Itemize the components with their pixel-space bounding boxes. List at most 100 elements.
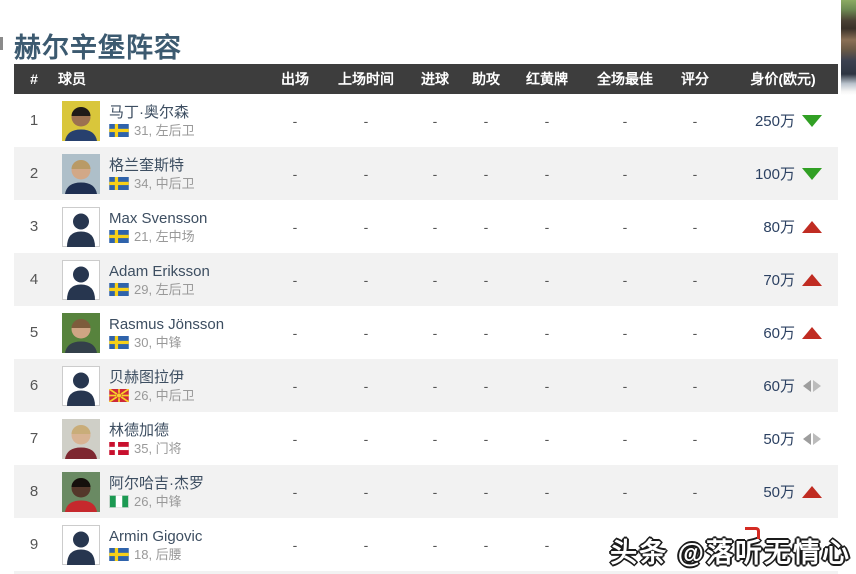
player-photo[interactable] [62,418,100,459]
player-name-link[interactable]: Adam Eriksson [109,262,210,280]
stat-motm: - [622,430,628,447]
table-row[interactable]: 2 格兰奎斯特 34, 中后卫 - - - - - - - 100万 [14,147,838,200]
player-photo[interactable] [62,312,100,353]
flag-sweden-icon [109,230,129,243]
column-header-rank[interactable]: # [30,71,38,87]
market-value-cell: 100万 [728,163,838,184]
player-name-link[interactable]: 贝赫图拉伊 [109,368,185,386]
player-cell: Adam Eriksson 29, 左后卫 [54,259,262,300]
player-subline: 31, 左后卫 [109,123,195,138]
placeholder-avatar-icon[interactable] [62,365,100,406]
player-age-position: 35, 门将 [134,440,182,456]
player-cell: 贝赫图拉伊 26, 中后卫 [54,365,262,406]
page-title: 赫尔辛堡阵容 [14,33,182,64]
player-info: Adam Eriksson 29, 左后卫 [109,263,210,297]
trend-up-icon [802,220,822,233]
stat-assists: - [483,536,489,553]
placeholder-avatar-icon[interactable] [62,206,100,247]
player-info: Max Svensson 21, 左中场 [109,210,207,244]
player-age-position: 21, 左中场 [134,228,195,244]
column-header-appearances[interactable]: 出场 [281,71,309,87]
stat-motm: - [622,271,628,288]
player-photo[interactable] [62,100,100,141]
stat-goals: - [432,165,438,182]
stat-minutes: - [363,165,369,182]
market-value: 50万 [763,484,795,501]
table-row[interactable]: 4 Adam Eriksson 29, 左后卫 - - - - - - - 70万 [14,253,838,306]
table-row[interactable]: 1 马丁·奥尔森 31, 左后卫 - - - - - - - 250万 [14,94,838,147]
adjacent-photo-sliver [841,0,856,95]
stat-minutes: - [363,536,369,553]
player-subline: 29, 左后卫 [109,281,210,297]
stat-goals: - [432,324,438,341]
stat-motm: - [622,324,628,341]
stat-assists: - [483,218,489,235]
market-value-cell: 80万 [728,216,838,237]
stat-rating: - [692,536,698,553]
trend-down-icon [802,167,822,180]
stat-cards: - [544,112,550,129]
market-value: 70万 [763,272,795,289]
market-value-cell: 70万 [728,269,838,290]
column-header-player[interactable]: 球员 [58,71,86,87]
stat-goals: - [432,377,438,394]
player-name-link[interactable]: Max Svensson [109,209,208,227]
table-row[interactable]: 8 阿尔哈吉·杰罗 26, 中锋 - - - - - - - 50万 [14,465,838,518]
table-row[interactable]: 7 林德加德 35, 门将 - - - - - - - 50万 [14,412,838,465]
player-name-link[interactable]: Armin Gigovic [109,527,203,545]
stat-appearances: - [292,165,298,182]
player-info: 贝赫图拉伊 26, 中后卫 [109,369,195,403]
flag-macedonia-icon [109,389,129,402]
market-value: 80万 [763,219,795,236]
table-row[interactable]: 5 Rasmus Jönsson 30, 中锋 - - - - - - - 60万 [14,306,838,359]
column-header-motm[interactable]: 全场最佳 [597,71,653,87]
column-header-assists[interactable]: 助攻 [472,71,500,87]
player-subline: 26, 中后卫 [109,388,195,403]
table-row[interactable]: 6 贝赫图拉伊 26, 中后卫 - - - - - - - 60万 [14,359,838,412]
player-info: Armin Gigovic 18, 后腰 [109,528,202,562]
player-cell: Armin Gigovic 18, 后腰 [54,524,262,565]
player-age-position: 18, 后腰 [134,546,182,562]
player-name-link[interactable]: 阿尔哈吉·杰罗 [109,474,204,492]
stat-rating: - [692,324,698,341]
stat-goals: - [432,483,438,500]
player-subline: 18, 后腰 [109,546,202,562]
column-header-market-value[interactable]: 身价(欧元) [750,71,816,87]
flag-sweden-icon [109,177,129,190]
stat-assists: - [483,112,489,129]
stat-appearances: - [292,430,298,447]
column-header-goals[interactable]: 进球 [421,71,449,87]
player-name-link[interactable]: 格兰奎斯特 [109,156,185,174]
player-cell: 马丁·奥尔森 31, 左后卫 [54,100,262,141]
stat-assists: - [483,377,489,394]
column-header-rating[interactable]: 评分 [681,71,709,87]
player-age-position: 26, 中锋 [134,493,182,509]
player-cell: 林德加德 35, 门将 [54,418,262,459]
stat-goals: - [432,430,438,447]
player-subline: 21, 左中场 [109,228,207,244]
placeholder-avatar-icon[interactable] [62,524,100,565]
player-age-position: 29, 左后卫 [134,281,195,297]
player-name-link[interactable]: 林德加德 [109,421,170,439]
player-subline: 30, 中锋 [109,335,224,350]
player-photo[interactable] [62,471,100,512]
watermark-logo-fragment-icon [745,527,761,539]
placeholder-avatar-icon[interactable] [62,259,100,300]
squad-table: # 球员 出场 上场时间 进球 助攻 红黄牌 全场最佳 评分 身价(欧元) 1 马丁·奥尔森 31, … [14,64,838,571]
player-name-link[interactable]: Rasmus Jönsson [109,315,225,333]
flag-sweden-icon [109,548,129,561]
table-row[interactable]: 3 Max Svensson 21, 左中场 - - - - - - - 80万 [14,200,838,253]
player-photo[interactable] [62,153,100,194]
column-header-cards[interactable]: 红黄牌 [526,71,568,87]
market-value-cell: 50万 [728,481,838,502]
stat-motm: - [622,536,628,553]
player-name-link[interactable]: 马丁·奥尔森 [109,103,189,121]
rank-cell: 6 [29,377,39,394]
player-subline: 34, 中后卫 [109,176,195,191]
table-row[interactable]: 9 Armin Gigovic 18, 后腰 - - - - - - - [14,518,838,571]
stat-assists: - [483,483,489,500]
stat-motm: - [622,218,628,235]
rank-cell: 8 [29,483,39,500]
stat-motm: - [622,165,628,182]
column-header-minutes[interactable]: 上场时间 [338,71,394,87]
